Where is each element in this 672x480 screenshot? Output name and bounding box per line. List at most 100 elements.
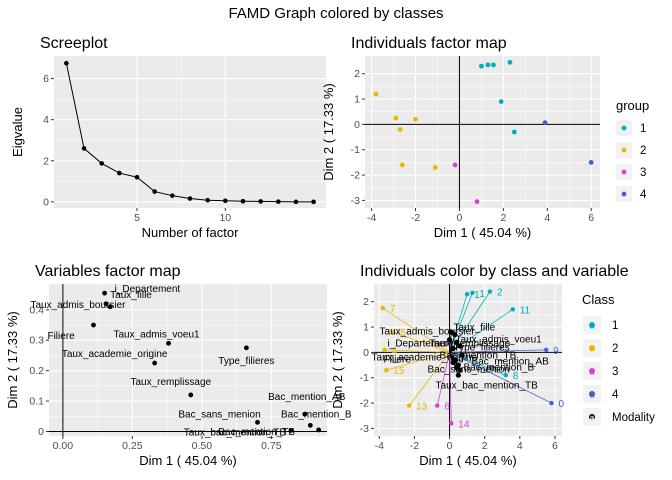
individual-point [382,347,387,353]
modality-point [457,343,463,349]
panel-title: Screeplot [40,35,108,52]
variable-point [255,419,260,425]
eigen-point [99,161,104,166]
individual-point [485,62,491,68]
individual-point [487,289,493,294]
variable-label: Bac_mention_AB [268,392,346,403]
legend-label: 2 [612,343,618,355]
modality-label: Type_filieres [454,342,510,353]
individual-point [511,129,517,135]
class-segment [436,352,450,406]
legend-label: Modality [612,412,655,424]
modality-label: Taux_bac_mention_TB [436,380,539,391]
x-tick-label: -4 [375,440,384,452]
variable-label: i_Departement [115,284,181,295]
individual-point [391,329,396,335]
x-tick-label: -2 [411,212,420,224]
individual-point [479,63,484,69]
class-segment [449,352,452,424]
legend-swatch [589,414,595,420]
x-tick-label: 4 [544,212,550,224]
individual-point [498,99,504,104]
individual-point [452,162,458,168]
variable-label: Bac_mention_B [281,409,352,420]
individual-point [503,373,508,378]
eigen-point [293,199,299,205]
legend-label: 3 [612,366,618,378]
modality-point [452,332,458,338]
class-segment [382,307,450,353]
individual-point [413,116,418,122]
individual-label: 4 [392,346,398,357]
individual-point [549,400,554,406]
variable-label: Taux_fille [110,290,152,301]
legend-swatch [621,191,627,197]
class-segment [449,352,506,376]
individual-label: 8 [513,371,519,382]
individual-label: 13 [416,402,428,413]
legend-swatch [589,322,595,328]
individual-point [542,120,548,126]
legend-title: Class [582,292,615,307]
individual-point [393,115,399,121]
panel-title: Individuals color by class and variable [360,263,629,280]
figure-title: FAMD Graph colored by classes [228,5,443,22]
individual-label: 2 [497,288,503,299]
modality-segment [449,352,461,371]
individual-point [380,305,385,311]
individual-point [373,91,379,97]
class-segment [449,352,552,404]
x-tick-label: 0.50 [192,440,213,452]
y-tick-label: 2 [354,68,360,80]
modality-label: Bac_mention_TB [440,350,517,361]
individual-point [449,421,454,426]
y-axis-label: Dim 2 ( 17.33 %) [330,311,345,409]
eigen-point [311,199,316,205]
x-tick-label: -4 [367,212,376,224]
variable-label: Taux_remplissage [130,377,211,388]
x-axis-label: Number of factor [142,225,239,240]
legend-label: 2 [640,145,646,157]
individual-point [384,367,389,373]
legend-label: 4 [612,389,619,401]
class-segment [384,349,450,353]
individual-label: 7 [390,304,396,315]
eigen-point [223,198,228,204]
y-tick-label: -3 [351,195,360,207]
individual-label: 14 [458,419,470,430]
individual-point [406,403,412,408]
modality-label: Taux_admis_boursier [380,326,476,337]
individual-label: 0 [558,399,564,410]
eigen-point [170,193,175,198]
eigen-point [240,198,246,204]
legend-key-letter: a [590,345,595,354]
legend-key-letter: a [590,391,595,400]
y-axis-label: Dim 2 ( 17.33 %) [321,83,336,181]
variable-point [166,340,171,346]
individual-point [543,347,549,353]
variable-label: Bac_mention_TB [218,427,295,438]
class-segment [449,349,547,353]
legend-key-letter: a [590,368,595,377]
x-tick-label: 2 [500,212,506,224]
variable-point [316,427,322,433]
legend-class: Class a 1 a 2 a 3 a 4 a Modality [582,292,655,426]
variable-point [102,290,107,296]
variable-point [91,322,96,328]
x-tick-label: 4 [517,440,523,452]
x-tick-label: 0.00 [53,440,74,452]
variable-point [152,360,158,366]
x-tick-label: 0.25 [122,440,143,452]
variable-label: Type_filieres [218,356,274,367]
x-tick-label: 5 [134,212,140,224]
y-tick-label: 0.4 [29,304,44,316]
panel-2: Individuals factor map-4 -2 0 2 4 6-3-2-1012D… [321,35,649,240]
legend-swatch [621,147,627,153]
individual-point [470,290,475,296]
individual-point [399,162,405,168]
x-tick-label: 6 [552,440,558,452]
variable-point [307,422,313,428]
y-axis-label: Dim 2 ( 17.33 %) [5,311,20,409]
y-tick-label: 2 [363,296,369,308]
